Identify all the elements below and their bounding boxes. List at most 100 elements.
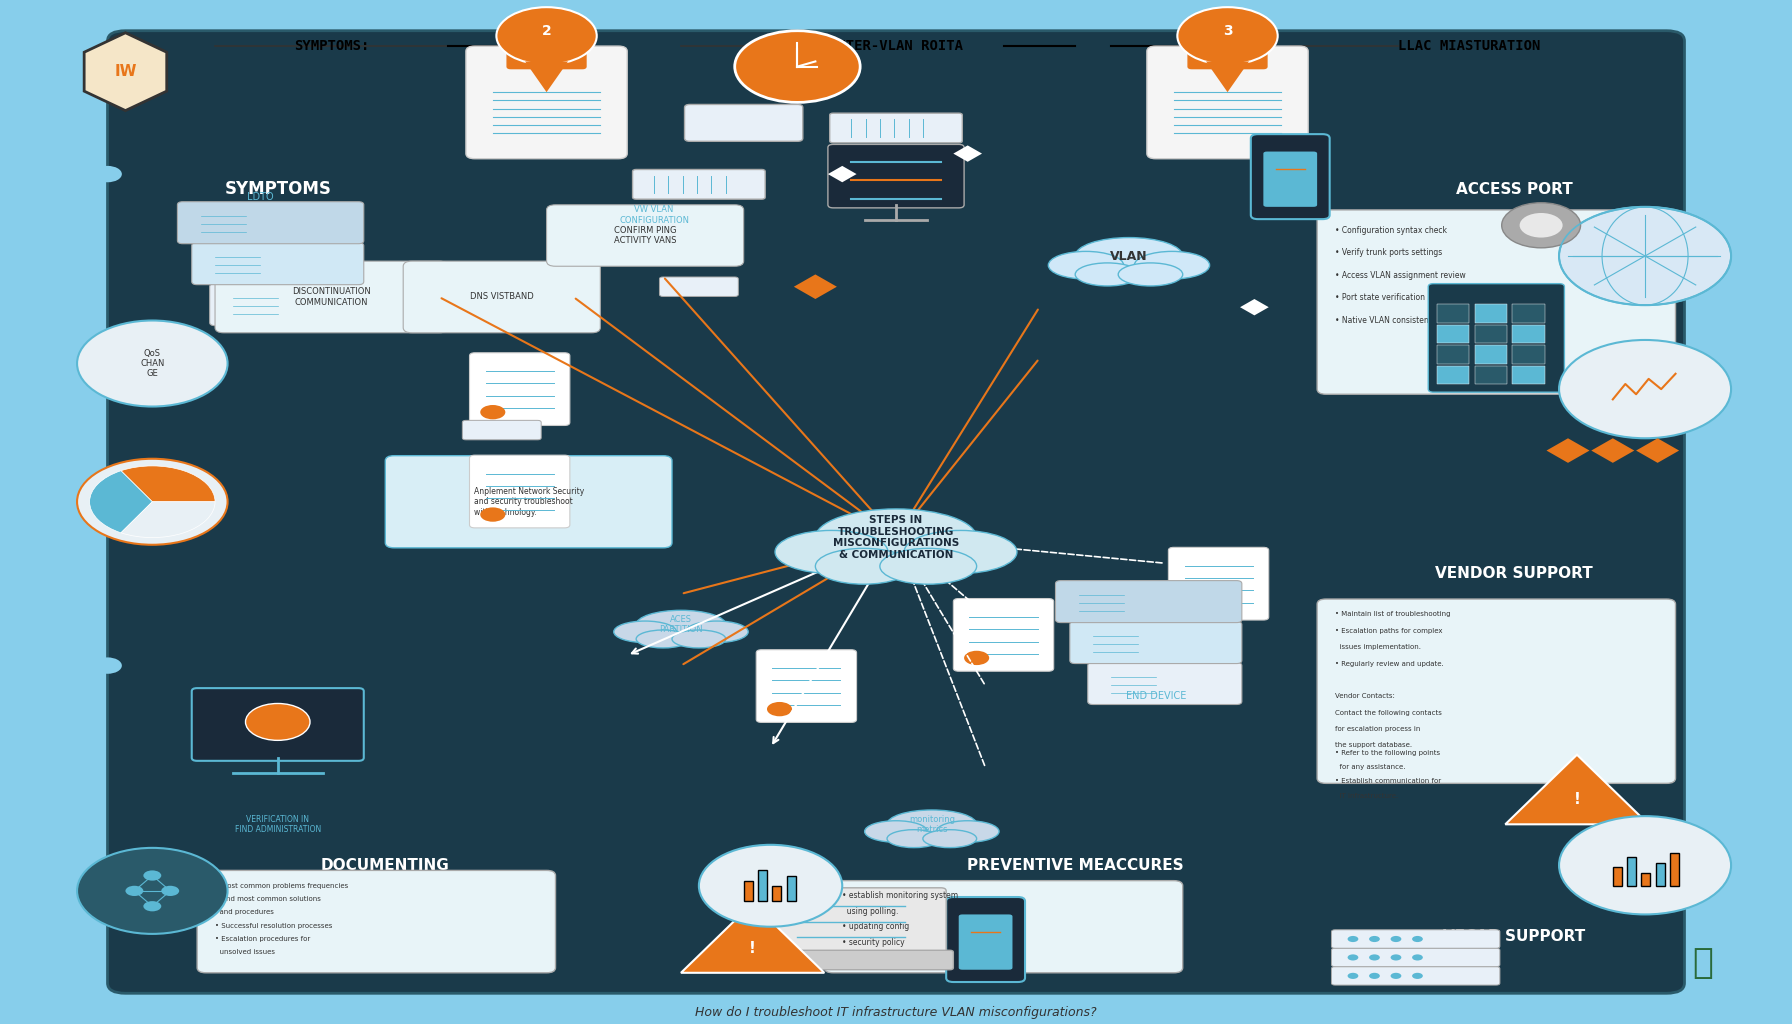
FancyBboxPatch shape	[1437, 345, 1469, 364]
FancyBboxPatch shape	[830, 113, 962, 142]
Text: • security policy: • security policy	[842, 938, 905, 946]
Polygon shape	[953, 145, 982, 162]
Circle shape	[964, 651, 989, 666]
Text: END DEVICE: END DEVICE	[1125, 691, 1186, 701]
Polygon shape	[681, 903, 824, 973]
FancyBboxPatch shape	[744, 881, 753, 901]
Text: 2: 2	[541, 24, 552, 38]
FancyBboxPatch shape	[1188, 44, 1267, 69]
Text: unsolved issues: unsolved issues	[215, 949, 274, 955]
FancyBboxPatch shape	[1147, 46, 1308, 159]
Text: VECAR SUPPORT: VECAR SUPPORT	[1443, 930, 1586, 944]
Circle shape	[767, 702, 792, 717]
Circle shape	[1369, 973, 1380, 979]
Circle shape	[1391, 973, 1401, 979]
FancyBboxPatch shape	[1070, 622, 1242, 664]
Polygon shape	[1206, 61, 1249, 92]
Text: • establish monitoring system: • establish monitoring system	[842, 892, 959, 900]
Text: issues implementation.: issues implementation.	[1335, 644, 1421, 650]
FancyBboxPatch shape	[1317, 599, 1676, 783]
Circle shape	[161, 886, 179, 896]
Circle shape	[1412, 936, 1423, 942]
Text: PREVENTIVE MEACCURES: PREVENTIVE MEACCURES	[968, 858, 1183, 872]
Text: VERIFICATION IN
FIND ADMINISTRATION: VERIFICATION IN FIND ADMINISTRATION	[235, 815, 321, 834]
Circle shape	[93, 657, 122, 674]
Wedge shape	[90, 471, 152, 532]
Text: SYMPTOMS: SYMPTOMS	[224, 180, 332, 199]
FancyBboxPatch shape	[1475, 304, 1507, 323]
Circle shape	[143, 870, 161, 881]
Text: !: !	[1573, 793, 1581, 807]
Circle shape	[1502, 203, 1581, 248]
Ellipse shape	[905, 530, 1018, 573]
FancyBboxPatch shape	[1088, 663, 1242, 705]
Text: using polling.: using polling.	[842, 907, 898, 915]
Ellipse shape	[887, 829, 941, 848]
Text: • Configuration syntax check: • Configuration syntax check	[1335, 226, 1448, 234]
FancyBboxPatch shape	[1475, 366, 1507, 384]
Circle shape	[1688, 709, 1717, 725]
Circle shape	[1559, 207, 1731, 305]
FancyBboxPatch shape	[1428, 284, 1564, 392]
Ellipse shape	[866, 821, 928, 842]
FancyBboxPatch shape	[470, 352, 570, 426]
Circle shape	[1369, 954, 1380, 961]
FancyBboxPatch shape	[197, 870, 556, 973]
Circle shape	[480, 404, 505, 420]
Polygon shape	[794, 274, 837, 299]
Ellipse shape	[613, 621, 677, 643]
Text: for any assistance.: for any assistance.	[1335, 764, 1405, 770]
Text: • Escalation paths for complex: • Escalation paths for complex	[1335, 628, 1443, 634]
FancyBboxPatch shape	[756, 888, 946, 961]
FancyBboxPatch shape	[507, 44, 586, 69]
Polygon shape	[1591, 438, 1634, 463]
Polygon shape	[1636, 438, 1679, 463]
FancyBboxPatch shape	[1055, 581, 1242, 623]
FancyBboxPatch shape	[470, 455, 570, 528]
FancyBboxPatch shape	[1317, 210, 1676, 394]
FancyBboxPatch shape	[756, 650, 857, 723]
FancyBboxPatch shape	[462, 420, 541, 440]
Text: 3: 3	[1222, 24, 1233, 38]
Circle shape	[93, 166, 122, 182]
Text: • And most common solutions: • And most common solutions	[215, 896, 321, 902]
Text: • Verify trunk ports settings: • Verify trunk ports settings	[1335, 249, 1443, 257]
Ellipse shape	[815, 549, 912, 584]
FancyBboxPatch shape	[772, 886, 781, 901]
Ellipse shape	[923, 829, 977, 848]
FancyBboxPatch shape	[1263, 152, 1317, 207]
Ellipse shape	[1048, 252, 1124, 279]
FancyBboxPatch shape	[758, 870, 767, 901]
Circle shape	[480, 507, 505, 521]
Circle shape	[77, 848, 228, 934]
FancyBboxPatch shape	[1437, 325, 1469, 343]
Text: and procedures: and procedures	[215, 909, 274, 915]
FancyBboxPatch shape	[946, 897, 1025, 982]
Text: IW: IW	[115, 65, 136, 79]
FancyBboxPatch shape	[403, 261, 600, 333]
Polygon shape	[1546, 438, 1590, 463]
Text: LDTO: LDTO	[247, 191, 272, 202]
FancyBboxPatch shape	[659, 276, 738, 297]
FancyBboxPatch shape	[953, 598, 1054, 672]
FancyBboxPatch shape	[1331, 967, 1500, 985]
Ellipse shape	[636, 610, 726, 639]
Circle shape	[1369, 936, 1380, 942]
Text: the support database.: the support database.	[1335, 742, 1412, 749]
Ellipse shape	[815, 509, 977, 566]
Text: CONFIRM PING
ACTIVITY VANS: CONFIRM PING ACTIVITY VANS	[615, 226, 676, 245]
Text: • Access VLAN assignment review: • Access VLAN assignment review	[1335, 271, 1466, 280]
Ellipse shape	[1118, 263, 1183, 286]
FancyBboxPatch shape	[192, 688, 364, 761]
Ellipse shape	[636, 630, 690, 648]
FancyBboxPatch shape	[1251, 134, 1330, 219]
FancyBboxPatch shape	[1512, 366, 1545, 384]
Ellipse shape	[880, 549, 977, 584]
Text: Vendor Contacts:: Vendor Contacts:	[1335, 693, 1394, 699]
Text: How do I troubleshoot IT infrastructure VLAN misconfigurations?: How do I troubleshoot IT infrastructure …	[695, 1006, 1097, 1019]
FancyBboxPatch shape	[787, 876, 796, 901]
Ellipse shape	[1134, 252, 1210, 279]
FancyBboxPatch shape	[1641, 873, 1650, 886]
Circle shape	[699, 845, 842, 927]
FancyBboxPatch shape	[547, 205, 744, 266]
